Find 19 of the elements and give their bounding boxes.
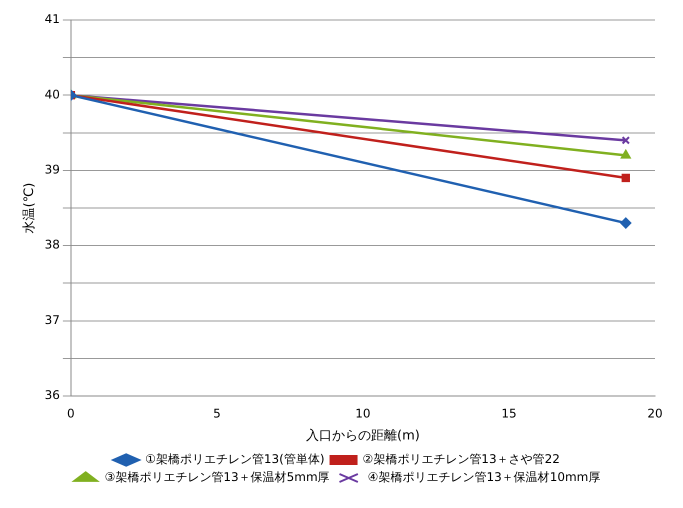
legend-label: ①架橋ポリエチレン管13(管単体) — [145, 452, 325, 466]
y-tick-label: 39 — [44, 162, 60, 177]
y-tick-label: 36 — [44, 388, 60, 402]
x-tick-label: 20 — [647, 406, 663, 420]
x-tick-label: 10 — [355, 406, 371, 420]
point — [622, 174, 630, 182]
point — [622, 136, 630, 144]
y-tick-label: 38 — [44, 238, 60, 252]
legend-label: ③架橋ポリエチレン管13＋保温材5mm厚 — [104, 470, 330, 484]
y-tick-label: 37 — [44, 312, 60, 327]
y-axis-title: 水温(℃) — [22, 182, 38, 234]
x-tick-label: 5 — [213, 406, 221, 420]
legend-label: ②架橋ポリエチレン管13＋さや管22 — [362, 452, 560, 466]
x-axis-title: 入口からの距離(m) — [306, 428, 420, 444]
x-tick-label: 0 — [67, 406, 75, 420]
y-tick-label: 40 — [44, 87, 60, 102]
x-tick-label: 15 — [501, 406, 517, 420]
legend-label: ④架橋ポリエチレン管13＋保温材10mm厚 — [368, 470, 600, 484]
y-tick-label: 41 — [44, 12, 60, 26]
